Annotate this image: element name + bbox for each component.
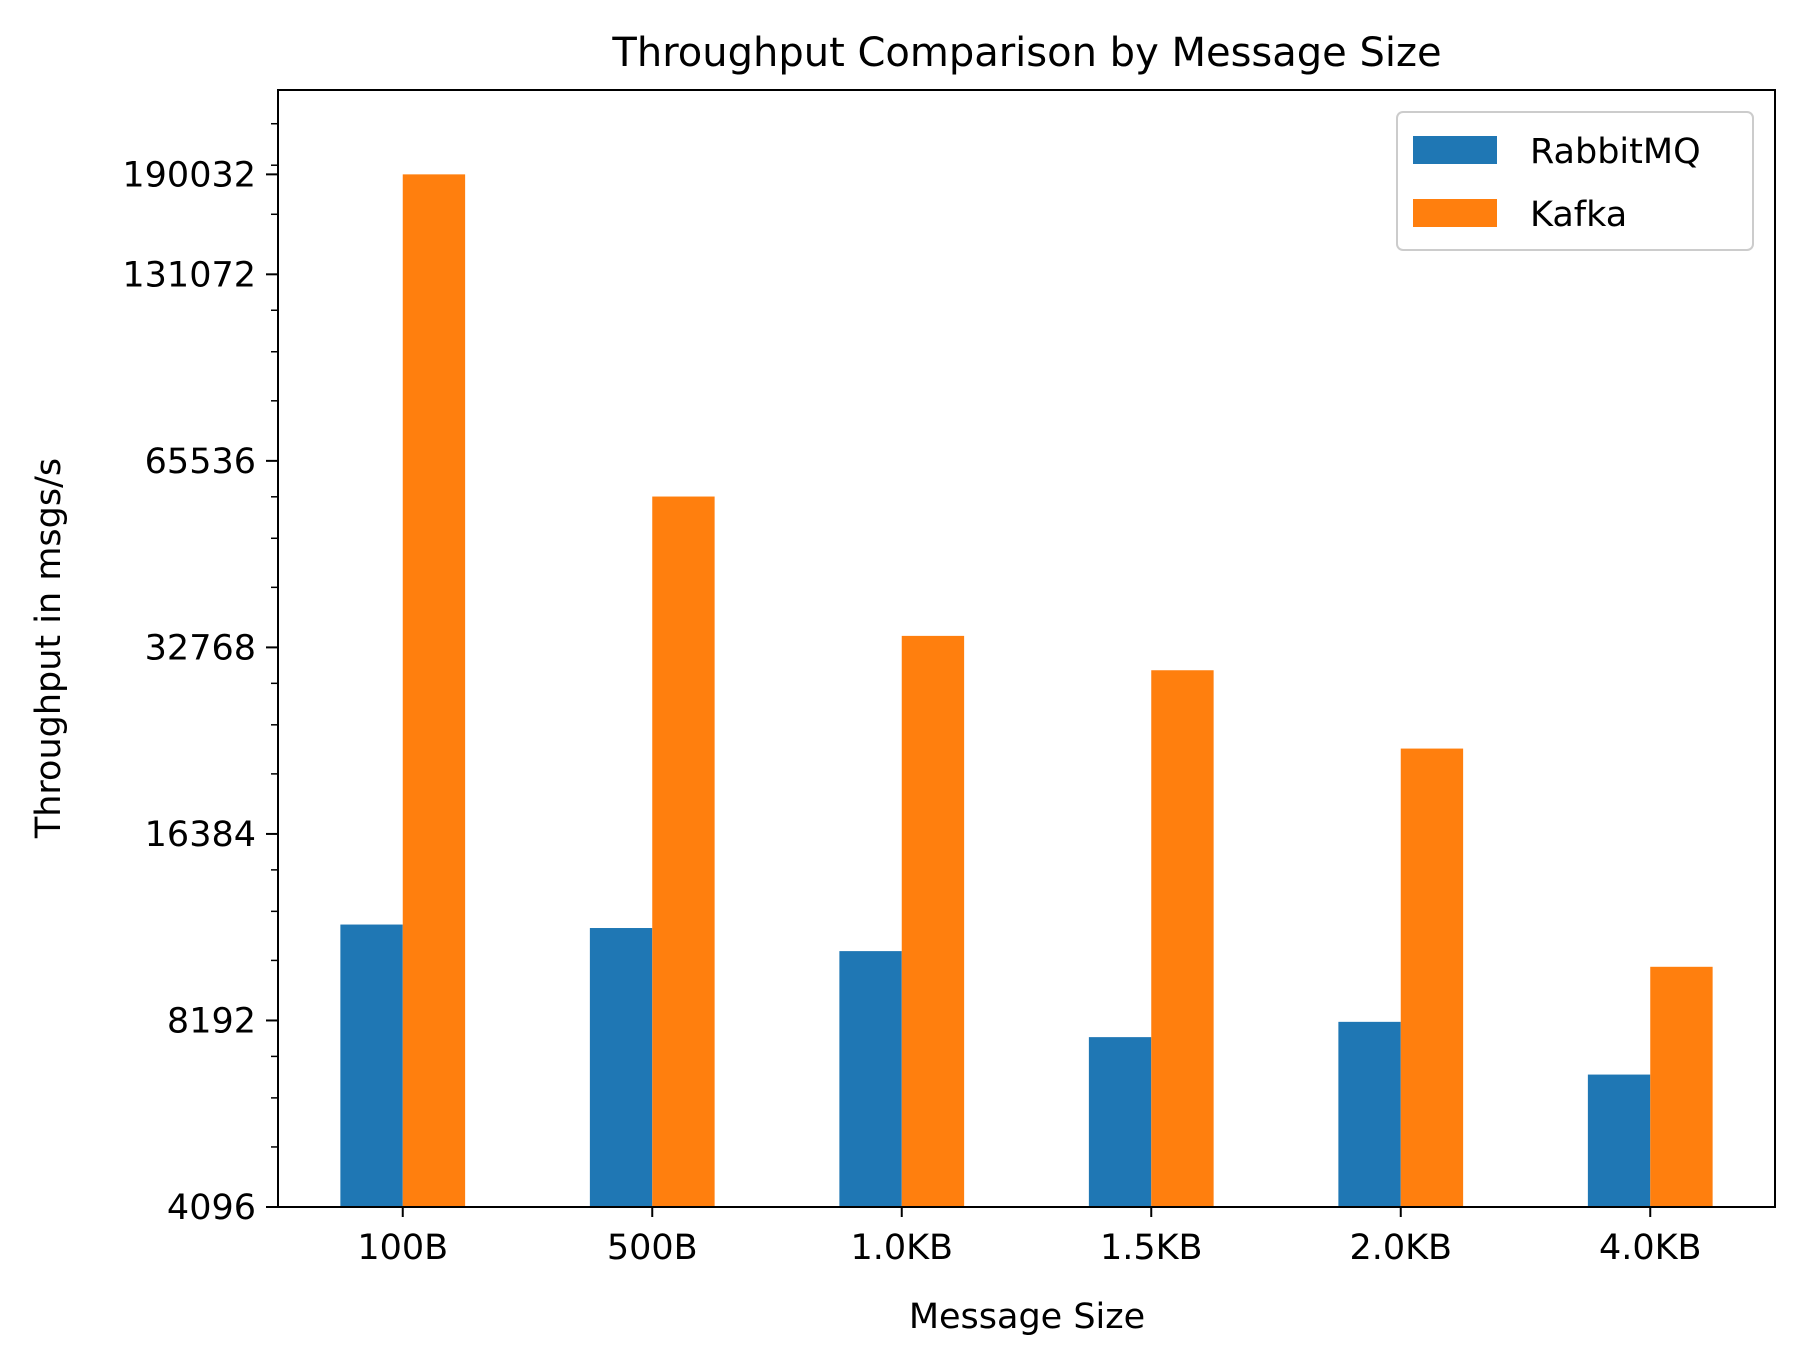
legend-swatch-kafka: [1413, 199, 1497, 227]
bar-kafka-1-0kb: [901, 635, 965, 1207]
y-tick-label: 65536: [145, 442, 256, 482]
y-axis: 4096 8192 16384 32768 65536 131072 190032: [122, 122, 278, 1228]
x-axis-label: Message Size: [909, 1297, 1145, 1337]
bar-kafka-500b: [652, 496, 715, 1207]
bar-rabbitmq-100b: [340, 924, 403, 1207]
chart-title: Throughput Comparison by Message Size: [611, 30, 1441, 76]
bar-rabbitmq-4-0kb: [1587, 1074, 1651, 1207]
x-tick-label: 1.0KB: [850, 1228, 953, 1268]
x-axis: 100B 500B 1.0KB 1.5KB 2.0KB 4.0KB: [357, 1207, 1702, 1268]
bar-rabbitmq-1-0kb: [839, 951, 902, 1207]
x-tick-label: 4.0KB: [1599, 1228, 1702, 1268]
plot-frame: [277, 89, 1776, 1208]
bar-rabbitmq-1-5kb: [1088, 1037, 1152, 1207]
y-tick-label: 16384: [145, 815, 256, 855]
bar-rabbitmq-500b: [589, 928, 653, 1207]
bars-group: [340, 174, 1713, 1208]
y-tick-label: 8192: [167, 1001, 256, 1041]
y-axis-label: Throughput in msgs/s: [29, 458, 69, 839]
x-tick-label: 2.0KB: [1349, 1228, 1452, 1268]
bar-kafka-4-0kb: [1650, 966, 1713, 1207]
x-tick-label: 1.5KB: [1100, 1228, 1203, 1268]
y-tick-label: 190032: [122, 155, 256, 195]
bar-kafka-2-0kb: [1400, 748, 1464, 1207]
x-tick-label: 100B: [357, 1228, 448, 1268]
bar-kafka-1-5kb: [1151, 670, 1214, 1207]
legend-label-rabbitmq: RabbitMQ: [1530, 132, 1701, 172]
legend-label-kafka: Kafka: [1530, 195, 1627, 235]
x-tick-label: 500B: [607, 1228, 698, 1268]
bar-kafka-100b: [402, 174, 466, 1208]
y-tick-label: 32768: [145, 628, 256, 668]
legend-swatch-rabbitmq: [1413, 136, 1497, 164]
bar-rabbitmq-2-0kb: [1338, 1021, 1401, 1207]
y-tick-label: 4096: [167, 1188, 256, 1228]
legend[interactable]: RabbitMQ Kafka: [1396, 111, 1754, 251]
y-tick-label: 131072: [122, 255, 256, 295]
